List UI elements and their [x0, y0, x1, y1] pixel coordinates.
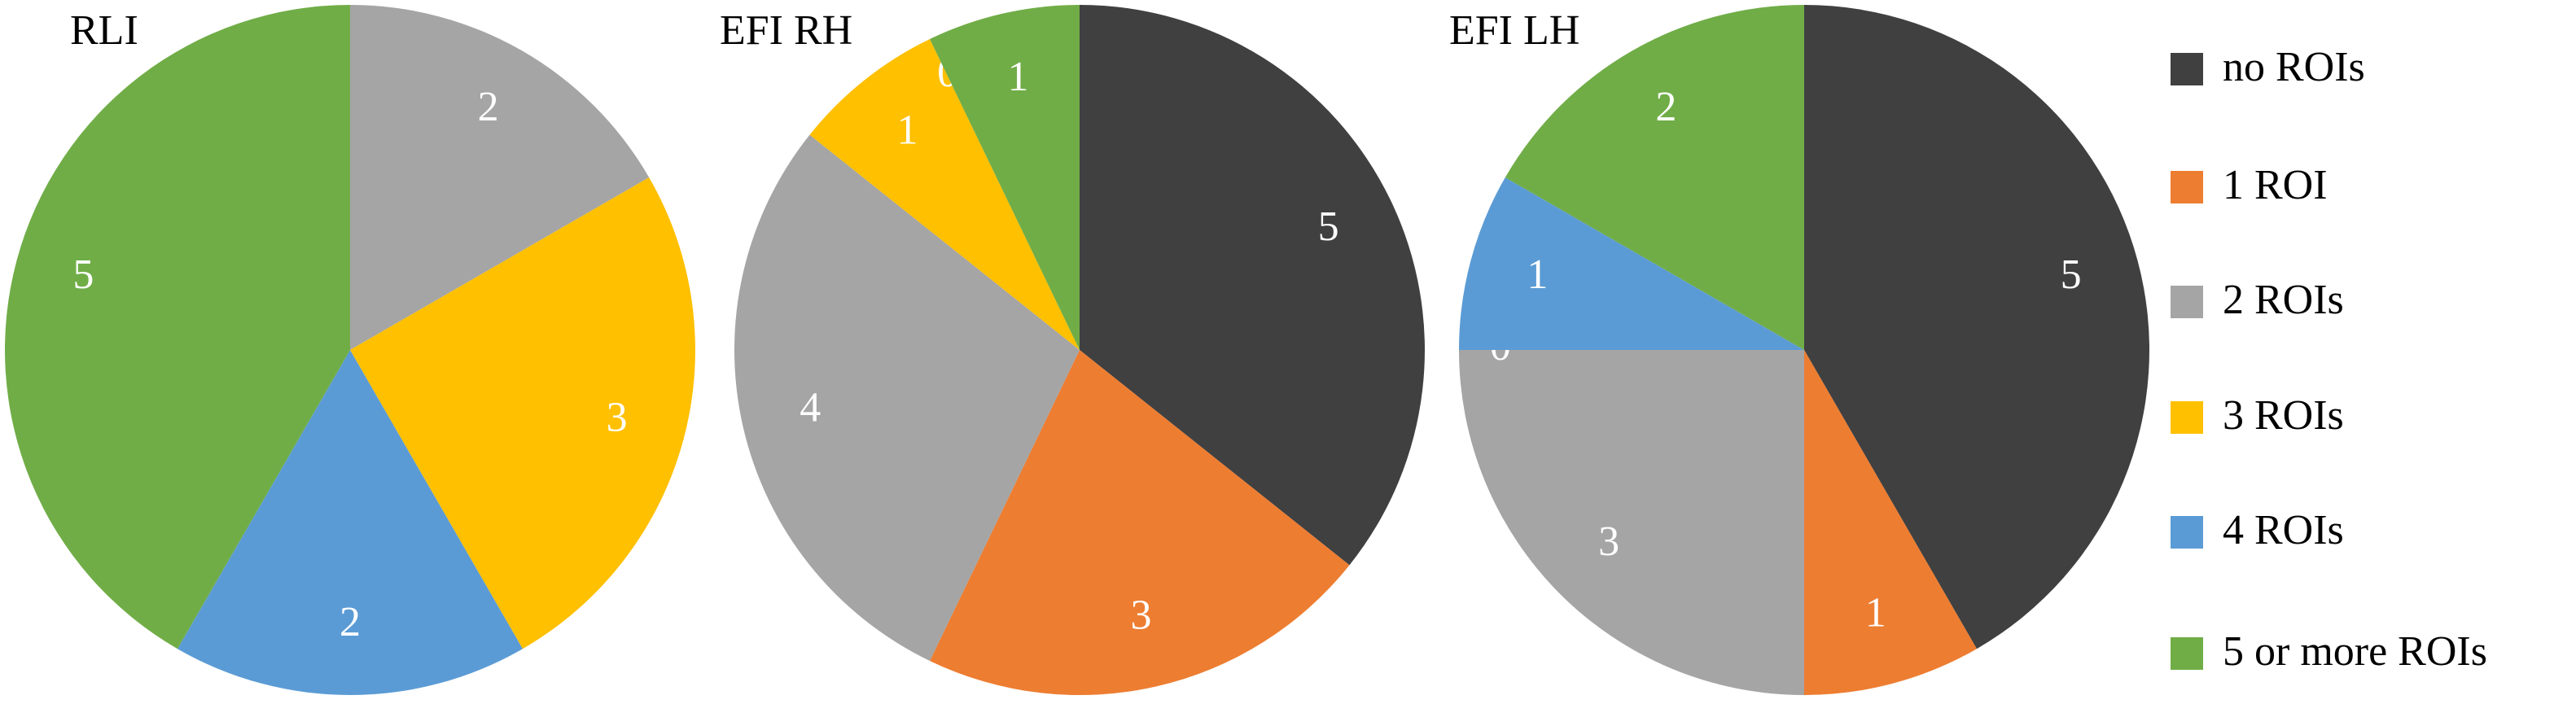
legend-label: 3 ROIs: [2223, 392, 2344, 439]
legend-swatch: [2171, 286, 2203, 318]
chart-title: EFI LH: [1449, 7, 1579, 54]
pie-slice: [930, 350, 1350, 695]
legend-swatch: [2171, 516, 2203, 549]
data-label: 4: [800, 384, 821, 431]
data-label: 2: [478, 84, 499, 130]
chart-title: RLI: [70, 7, 138, 54]
legend-swatch: [2171, 171, 2203, 203]
pie-slice: [809, 38, 1080, 351]
data-label: 2: [340, 599, 361, 645]
pie-slice: [1804, 5, 2149, 649]
data-label: 5: [72, 251, 94, 298]
pie-slice: [734, 134, 1080, 662]
data-label: 1: [1865, 590, 1886, 636]
pie-slice: [350, 5, 650, 350]
pie-slice: [1804, 350, 1977, 695]
legend-label: 5 or more ROIs: [2223, 628, 2487, 675]
data-label: 3: [607, 395, 628, 441]
pie-slice: [930, 5, 1080, 350]
data-label: 2: [1655, 84, 1676, 130]
pie-slice: [1459, 350, 1804, 695]
data-label: 1: [1527, 251, 1548, 298]
legend-label: 4 ROIs: [2223, 507, 2344, 553]
data-label: 1: [1008, 54, 1029, 100]
pie-slice: [1080, 5, 1426, 566]
legend-swatch: [2171, 53, 2203, 85]
pie-slice: [350, 177, 695, 649]
data-label: 5: [1318, 203, 1339, 250]
pie-slice: [1459, 177, 1804, 350]
legend-label: no ROIs: [2223, 44, 2365, 90]
pie-slice: [177, 350, 523, 695]
chart-title: EFI RH: [720, 7, 852, 54]
pie-slice: [5, 5, 350, 649]
legend-label: 2 ROIs: [2223, 277, 2344, 323]
data-label: 3: [1598, 518, 1619, 565]
data-label: 5: [2061, 251, 2082, 298]
legend-swatch: [2171, 401, 2203, 434]
legend-label: 1 ROI: [2223, 162, 2328, 208]
data-label: 3: [1130, 592, 1151, 639]
pie-slice: [1505, 5, 1804, 350]
data-label: 1: [897, 107, 918, 154]
legend-swatch: [2171, 637, 2203, 670]
